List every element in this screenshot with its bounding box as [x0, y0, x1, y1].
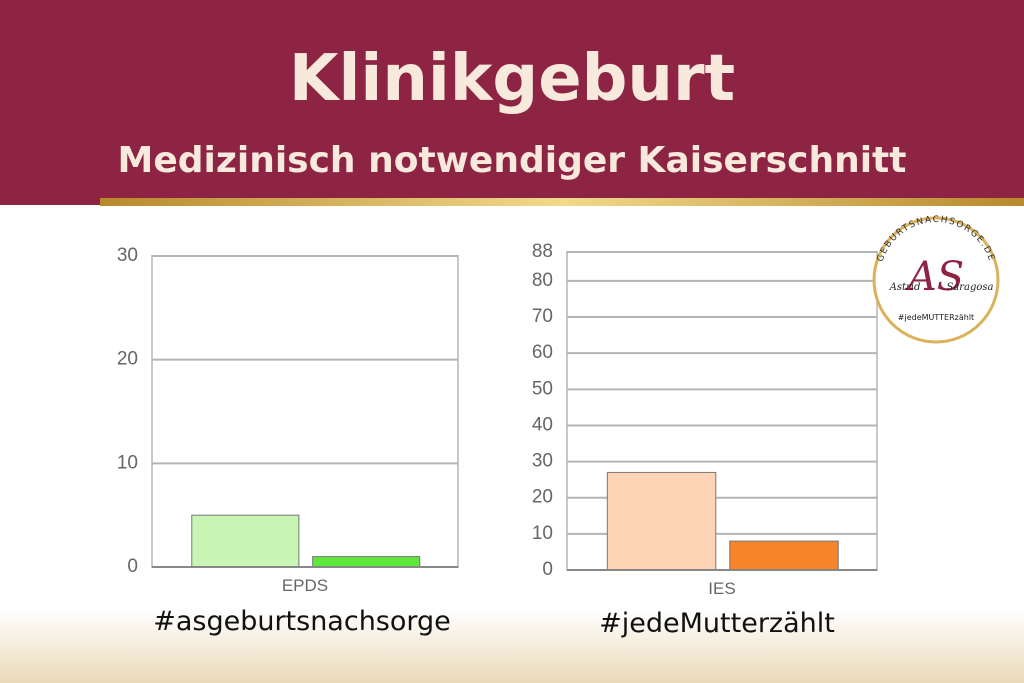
y-tick-label: 0	[542, 559, 553, 580]
header-band	[0, 0, 1024, 205]
title: Klinikgeburt	[289, 42, 735, 116]
bar	[312, 556, 421, 568]
gold-rule	[100, 198, 1024, 206]
y-tick-label: 40	[532, 414, 553, 435]
y-tick-label: 20	[532, 487, 553, 508]
glitter-floor	[0, 610, 1024, 683]
bar	[729, 540, 839, 571]
logo-ring	[872, 216, 1000, 344]
y-tick-label: 50	[532, 378, 553, 399]
y-tick-label: 10	[117, 452, 138, 473]
y-tick-label: 30	[117, 245, 138, 266]
x-tick-label: EPDS	[282, 576, 328, 595]
y-tick-label: 70	[532, 306, 553, 327]
subtitle: Medizinisch notwendiger Kaiserschnitt	[118, 140, 907, 181]
y-tick-label: 88	[532, 241, 553, 262]
logo-last: Saragosa	[946, 282, 993, 293]
y-tick-label: 20	[117, 349, 138, 370]
y-tick-label: 10	[532, 523, 553, 544]
x-tick-label: IES	[708, 579, 735, 598]
logo: GEBURTSNACHSORGE.DE AS Astrid Saragosa #…	[872, 215, 1000, 344]
bar	[606, 471, 717, 571]
bar	[191, 514, 300, 568]
logo-first: Astrid	[889, 282, 921, 293]
hashtag: #jedeMutterzählt	[599, 608, 835, 639]
y-tick-label: 30	[532, 451, 553, 472]
y-tick-label: 60	[532, 342, 553, 363]
charts: 0 10 20 30 EPDS 0 10 20 30 40 50 60 70 80 88 IES	[117, 241, 878, 598]
y-tick-label: 0	[127, 556, 138, 577]
hashtag: #asgeburtsnachsorge	[153, 606, 451, 637]
y-tick-label: 80	[532, 270, 553, 291]
logo-tag: #jedeMUTTERzählt	[898, 313, 974, 322]
logo-mark: AS	[904, 254, 964, 300]
